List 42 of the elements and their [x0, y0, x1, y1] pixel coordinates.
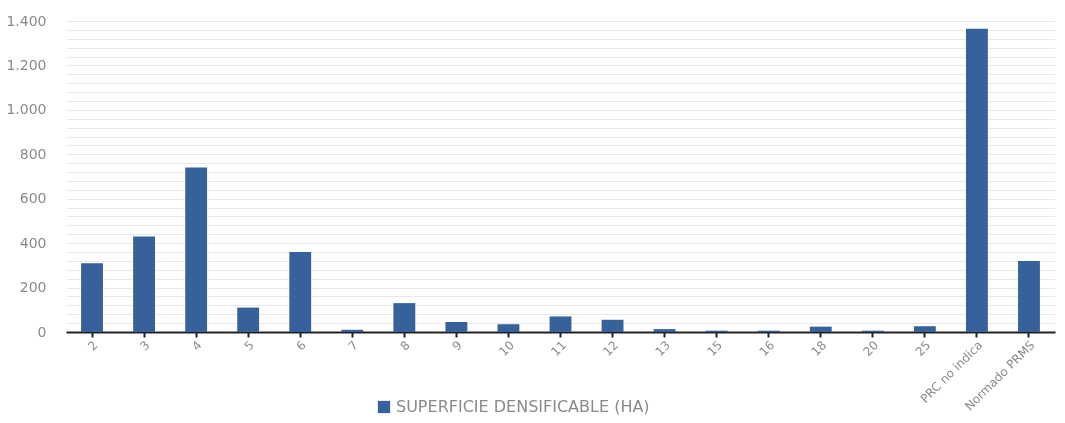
bar [653, 329, 676, 332]
x-tick-label: 2 [85, 338, 101, 354]
x-tick-label: 11 [548, 338, 569, 359]
bar [341, 329, 364, 332]
bar [445, 322, 468, 332]
x-tick-label: 25 [912, 338, 934, 359]
bar [1018, 260, 1040, 332]
bar [133, 236, 156, 332]
x-tick-label: 20 [860, 338, 882, 359]
x-tick-label: 16 [756, 338, 778, 359]
y-tick-label: 1.400 [6, 12, 47, 29]
y-tick-label: 400 [19, 234, 47, 251]
bar [81, 263, 103, 332]
bar [601, 319, 624, 332]
x-tick-label: 7 [345, 338, 361, 354]
y-tick-label: 600 [19, 190, 47, 207]
x-tick-label: 5 [241, 338, 257, 354]
x-tick-label: 3 [137, 338, 153, 354]
x-tick-label: 13 [652, 338, 674, 359]
y-tick-label: 200 [19, 279, 47, 296]
bar [913, 326, 936, 332]
x-tick-label: 8 [397, 338, 413, 354]
y-tick-label: 1.000 [6, 101, 47, 118]
bar [237, 307, 260, 332]
x-tick-label: 10 [496, 338, 517, 359]
bar [809, 326, 832, 332]
y-tick-label: 1.200 [6, 56, 47, 73]
y-tick-label: 0 [37, 323, 47, 340]
bar [497, 324, 520, 332]
bar [549, 316, 572, 332]
y-tick-label: 800 [19, 145, 47, 162]
x-tick-label: 15 [704, 338, 726, 359]
legend-label: SUPERFICIE DENSIFICABLE (HA) [396, 397, 650, 416]
bar [185, 167, 208, 332]
x-tick-label: 6 [293, 338, 309, 354]
bar [965, 28, 988, 332]
x-tick-label: 18 [808, 338, 830, 359]
x-tick-label: 4 [189, 338, 205, 354]
x-tick-label: 12 [600, 338, 622, 359]
bar [289, 252, 312, 332]
x-tick-label: 9 [449, 338, 465, 354]
bar [393, 303, 416, 332]
